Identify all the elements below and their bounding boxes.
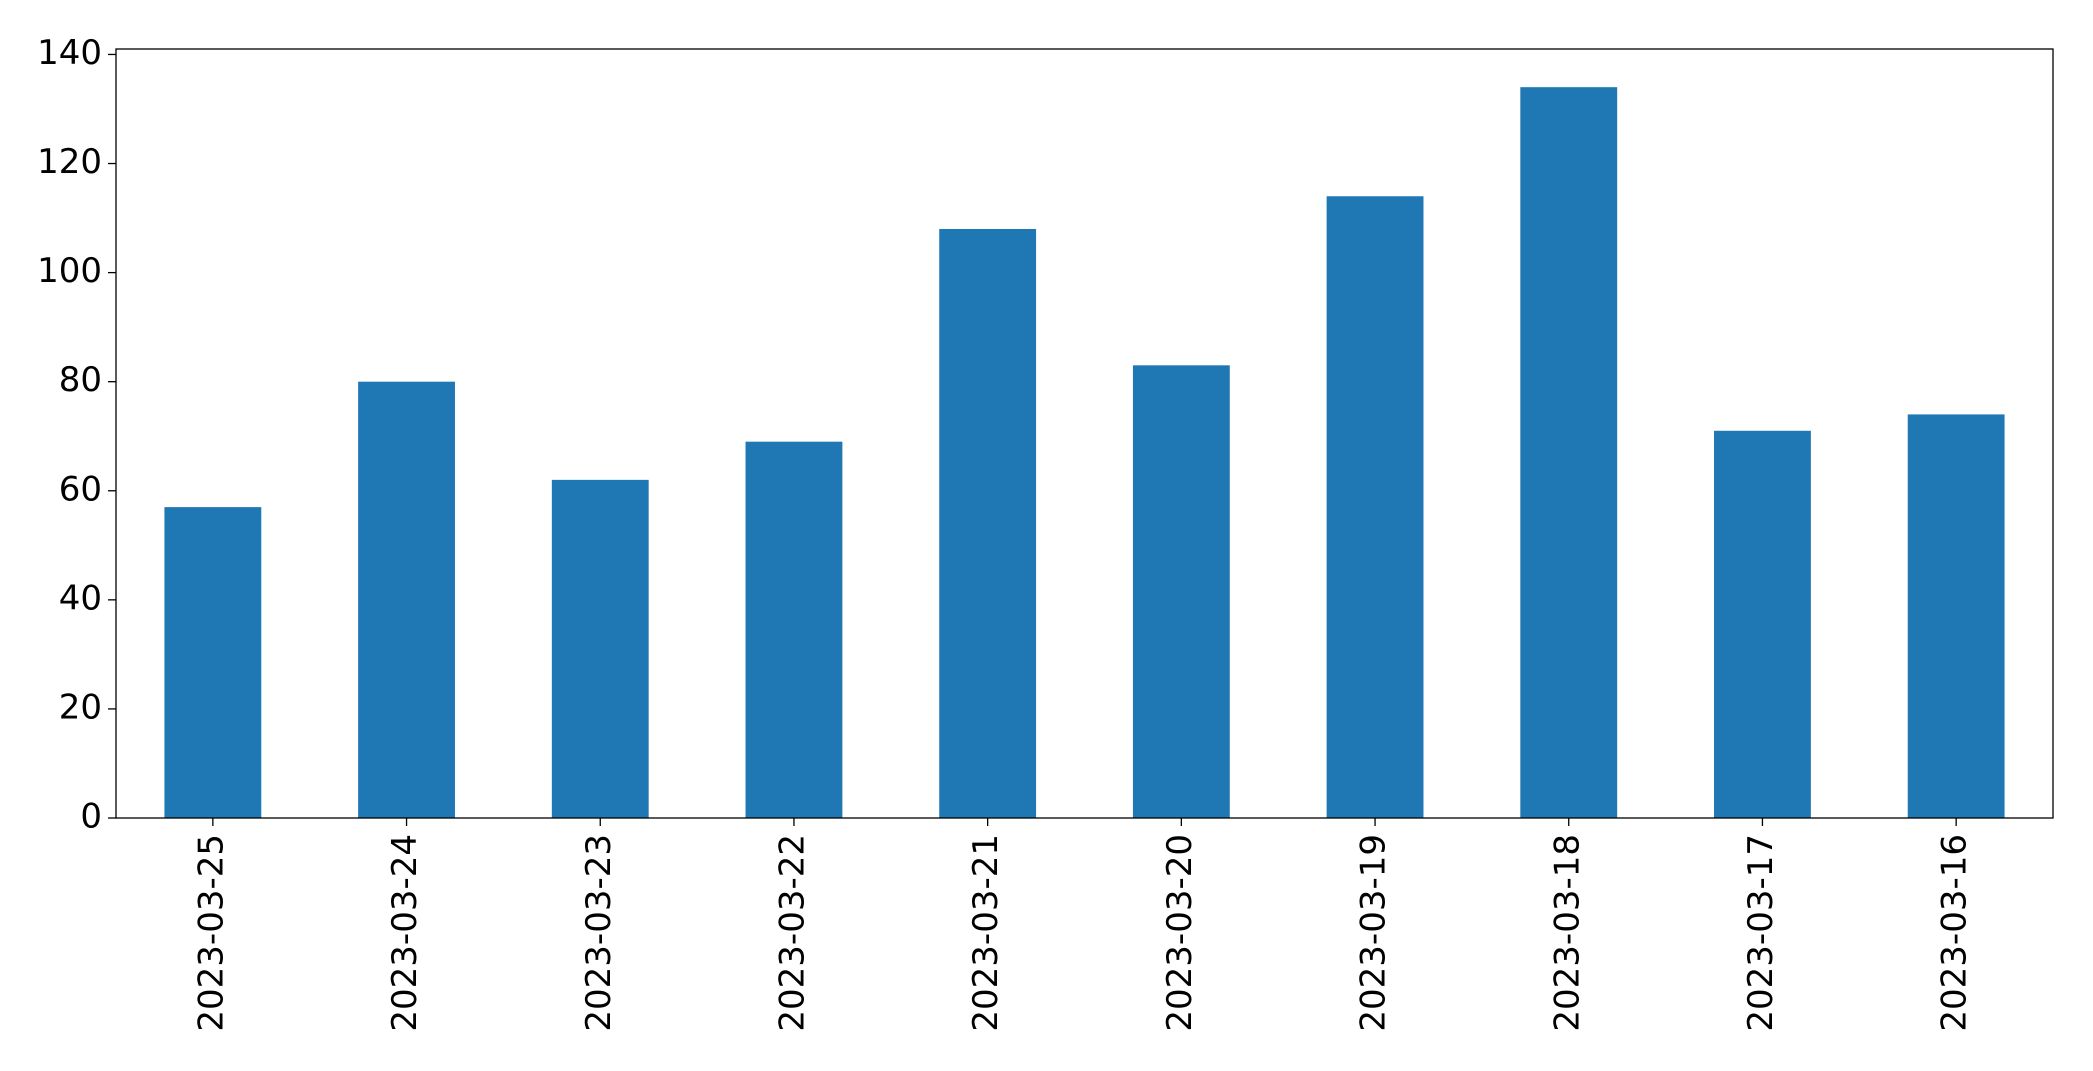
y-tick-label: 100 xyxy=(37,251,102,291)
x-tick-label: 2023-03-17 xyxy=(1741,834,1781,1032)
x-tick-label: 2023-03-18 xyxy=(1547,834,1587,1032)
y-tick-label: 140 xyxy=(37,33,102,73)
bar xyxy=(1520,87,1618,818)
bar xyxy=(551,479,649,818)
plot-frame xyxy=(115,48,2054,819)
x-tick-label: 2023-03-19 xyxy=(1354,834,1394,1032)
bar xyxy=(1132,365,1230,818)
x-tick-label: 2023-03-25 xyxy=(191,834,231,1032)
bar xyxy=(358,381,455,818)
bar xyxy=(1907,414,2005,818)
bar xyxy=(939,228,1037,818)
y-tick-label: 0 xyxy=(80,797,102,837)
x-tick-label: 2023-03-20 xyxy=(1160,834,1200,1032)
y-tick-label: 40 xyxy=(59,578,102,618)
x-tick-label: 2023-03-23 xyxy=(579,834,619,1032)
y-tick-label: 120 xyxy=(37,142,102,182)
y-tick-label: 20 xyxy=(59,687,102,727)
bar xyxy=(1714,430,1811,818)
y-tick-label: 60 xyxy=(59,469,102,509)
bar xyxy=(164,507,262,818)
bar xyxy=(1326,196,1424,819)
y-tick-label: 80 xyxy=(59,360,102,400)
x-tick-label: 2023-03-22 xyxy=(772,834,812,1032)
x-tick-label: 2023-03-16 xyxy=(1935,834,1975,1032)
x-tick-label: 2023-03-24 xyxy=(385,834,425,1032)
x-tick-label: 2023-03-21 xyxy=(966,834,1006,1032)
bar xyxy=(745,441,843,818)
